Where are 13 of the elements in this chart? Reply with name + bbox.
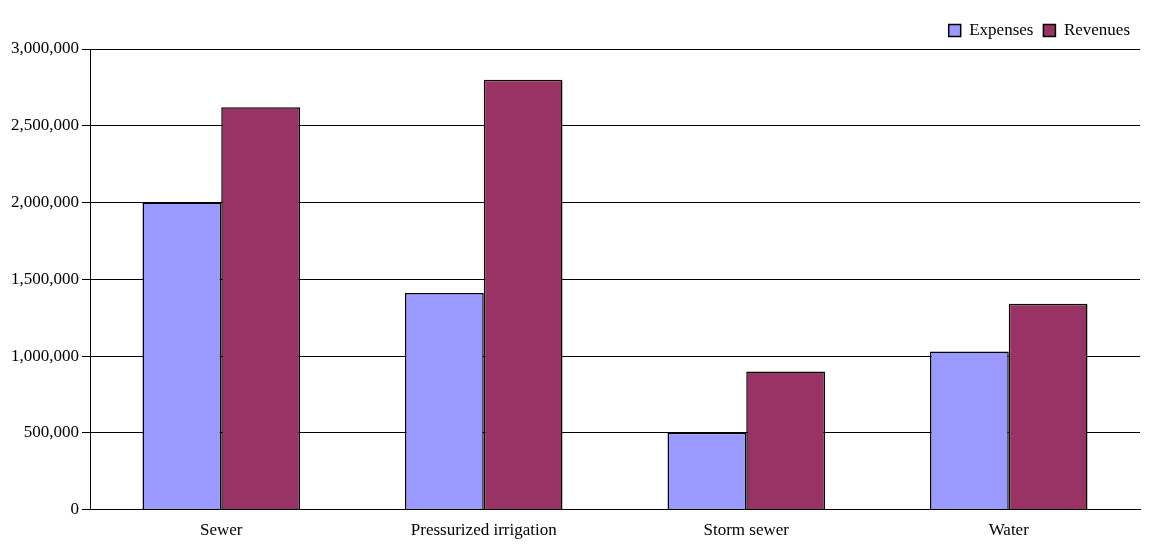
y-tick-label: 3,000,000 (11, 38, 79, 58)
y-tick-label: 0 (70, 499, 79, 519)
legend-label: Expenses (969, 19, 1034, 39)
x-tick-label: Water (988, 520, 1030, 540)
x-tick-label: Sewer (200, 520, 243, 540)
y-tick-label: 2,000,000 (11, 192, 79, 211)
legend-label: Revenues (1063, 19, 1130, 39)
x-tick-label: Pressurized irrigation (410, 520, 558, 540)
y-tick-label: 2,500,000 (11, 115, 79, 135)
y-tick-label: 1,500,000 (11, 268, 79, 288)
y-tick-label: 500,000 (23, 422, 79, 442)
x-tick-label: Storm sewer (703, 520, 790, 540)
y-tick-label: 1,000,000 (11, 345, 79, 365)
